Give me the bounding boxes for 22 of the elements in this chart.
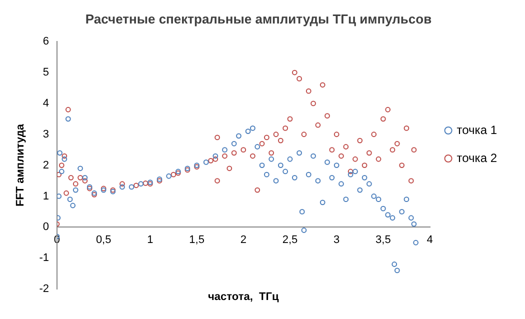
x-tick-label: 2,5: [282, 234, 298, 246]
y-tick-label: 6: [42, 36, 49, 48]
legend-label: точка 1: [456, 122, 498, 137]
y-axis-title: FFT амплитуда: [14, 123, 27, 207]
x-axis-title: частота, ТГц: [208, 291, 279, 303]
chart-title: Расчетные спектральные амплитуды ТГц импульсов: [85, 11, 432, 26]
y-tick-label: 0: [42, 221, 49, 234]
x-tick-label: 1: [147, 234, 154, 246]
y-tick-label: -1: [39, 252, 49, 264]
y-tick-label: 4: [42, 97, 49, 110]
y-tick-label: 5: [42, 66, 49, 79]
x-tick-label: 1,5: [189, 234, 204, 246]
x-tick-label: 4: [426, 234, 433, 246]
y-tick-label: 1: [42, 190, 49, 202]
y-tick-label: 2: [42, 159, 49, 172]
y-tick-label: 3: [42, 128, 49, 140]
x-tick-label: 3: [334, 234, 340, 246]
x-tick-label: 3,5: [376, 234, 391, 246]
y-tick-label: -2: [39, 283, 49, 296]
x-tick-label: 2: [240, 234, 246, 246]
legend-label: точка 2: [456, 150, 498, 165]
x-tick-label: 0,5: [96, 234, 112, 246]
